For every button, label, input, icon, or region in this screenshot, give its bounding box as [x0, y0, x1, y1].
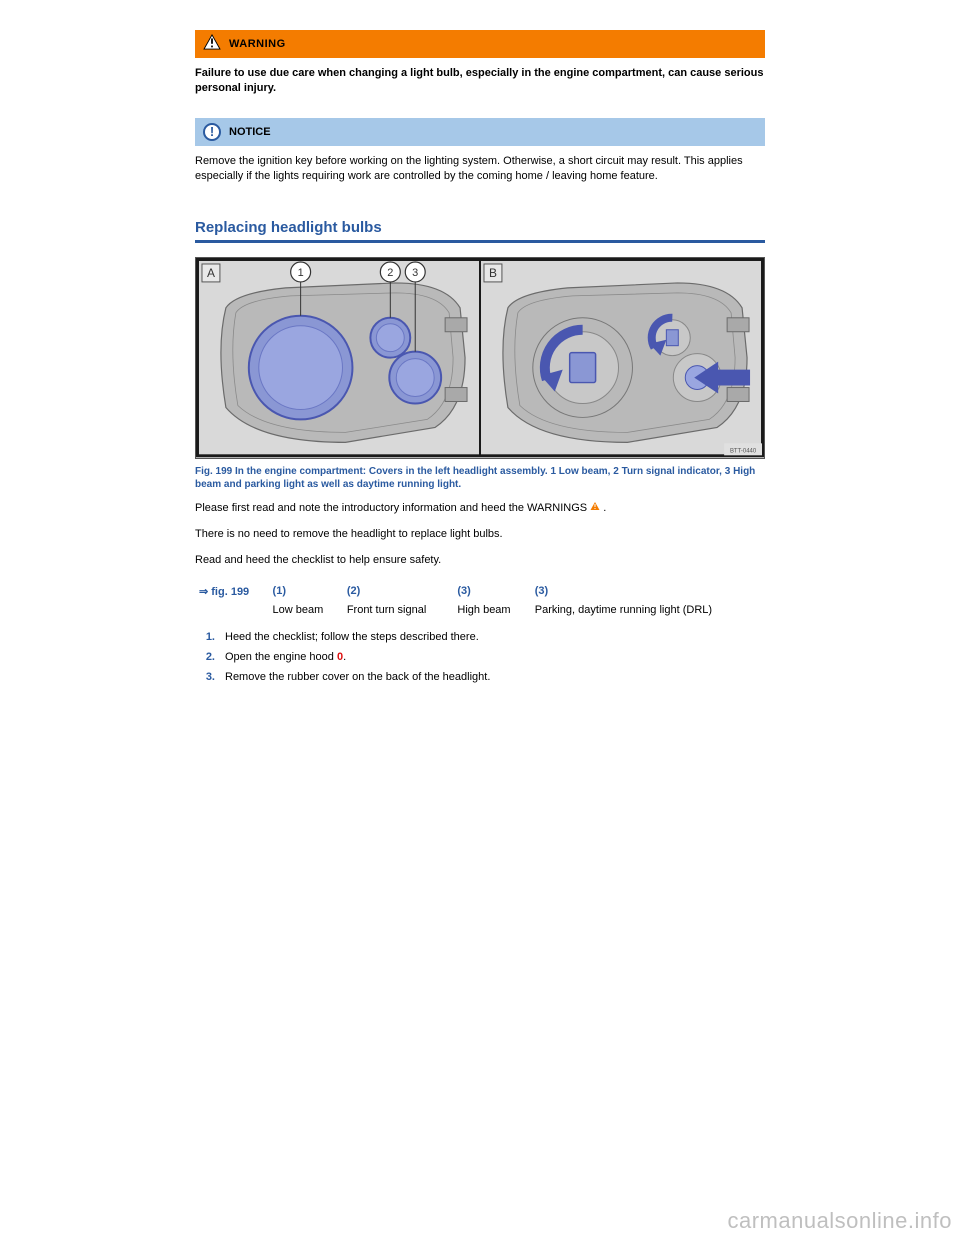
warning-text: Failure to use due care when changing a …: [195, 66, 765, 96]
warning-triangle-icon: [203, 34, 221, 55]
step-text-2: Open the engine hood 0.: [225, 650, 346, 666]
figure-svg: A B: [196, 258, 764, 457]
intro-line1-text: Please first read and note the introduct…: [195, 502, 587, 514]
svg-text:BTT-0440: BTT-0440: [730, 449, 757, 455]
notice-label: NOTICE: [229, 126, 271, 138]
col-3: (3): [457, 585, 470, 597]
table-row: 1. Heed the checklist; follow the steps …: [195, 619, 765, 693]
notice-text: Remove the ignition key before working o…: [195, 154, 765, 184]
warning-label: WARNING: [229, 38, 286, 50]
list-item: 3. Remove the rubber cover on the back o…: [199, 670, 761, 686]
figure-caption: Fig. 199 In the engine compartment: Cove…: [195, 465, 765, 491]
cell-turn-signal: Front turn signal: [343, 601, 454, 619]
title-rule: [195, 240, 765, 243]
headlight-body-b: [503, 283, 750, 442]
list-item: 1. Heed the checklist; follow the steps …: [199, 630, 761, 646]
table-fig-ref: ⇒ fig. 199: [199, 586, 249, 598]
svg-text:1: 1: [298, 267, 304, 279]
list-item: 2. Open the engine hood 0.: [199, 650, 761, 666]
svg-text:B: B: [489, 266, 497, 280]
step-num-3: 3.: [199, 670, 215, 686]
cell-low-beam: Low beam: [269, 601, 343, 619]
step-num-2: 2.: [199, 650, 215, 666]
svg-text:A: A: [207, 266, 215, 280]
watermark: carmanualsonline.info: [727, 1208, 952, 1234]
bulb-table: ⇒ fig. 199 (1) (2) (3) (3) Low beam Fron…: [195, 582, 765, 693]
step-text-3: Remove the rubber cover on the back of t…: [225, 670, 490, 686]
intro-line2: There is no need to remove the headlight…: [195, 527, 765, 543]
step-num-1: 1.: [199, 630, 215, 646]
col-4: (3): [535, 585, 548, 597]
steps-list: 1. Heed the checklist; follow the steps …: [199, 630, 761, 686]
cell-high-beam: High beam: [453, 601, 530, 619]
intro-line3: Read and heed the checklist to help ensu…: [195, 553, 765, 569]
figure-headlight: A B: [195, 257, 765, 458]
svg-text:2: 2: [387, 267, 393, 279]
notice-icon: !: [203, 123, 221, 141]
warning-small-icon: [590, 502, 603, 514]
intro-line1: Please first read and note the introduct…: [195, 501, 765, 517]
col-1: (1): [273, 585, 286, 597]
warning-bar: WARNING: [195, 30, 765, 58]
svg-text:3: 3: [412, 267, 418, 279]
col-2: (2): [347, 585, 360, 597]
exclaim-icon: !: [210, 125, 214, 138]
step-text-1: Heed the checklist; follow the steps des…: [225, 630, 479, 646]
section-title: Replacing headlight bulbs: [195, 219, 765, 236]
cell-parking-drl: Parking, daytime running light (DRL): [531, 601, 765, 619]
table-row: ⇒ fig. 199 (1) (2) (3) (3): [195, 582, 765, 601]
notice-bar: ! NOTICE: [195, 118, 765, 146]
table-row: Low beam Front turn signal High beam Par…: [195, 601, 765, 619]
